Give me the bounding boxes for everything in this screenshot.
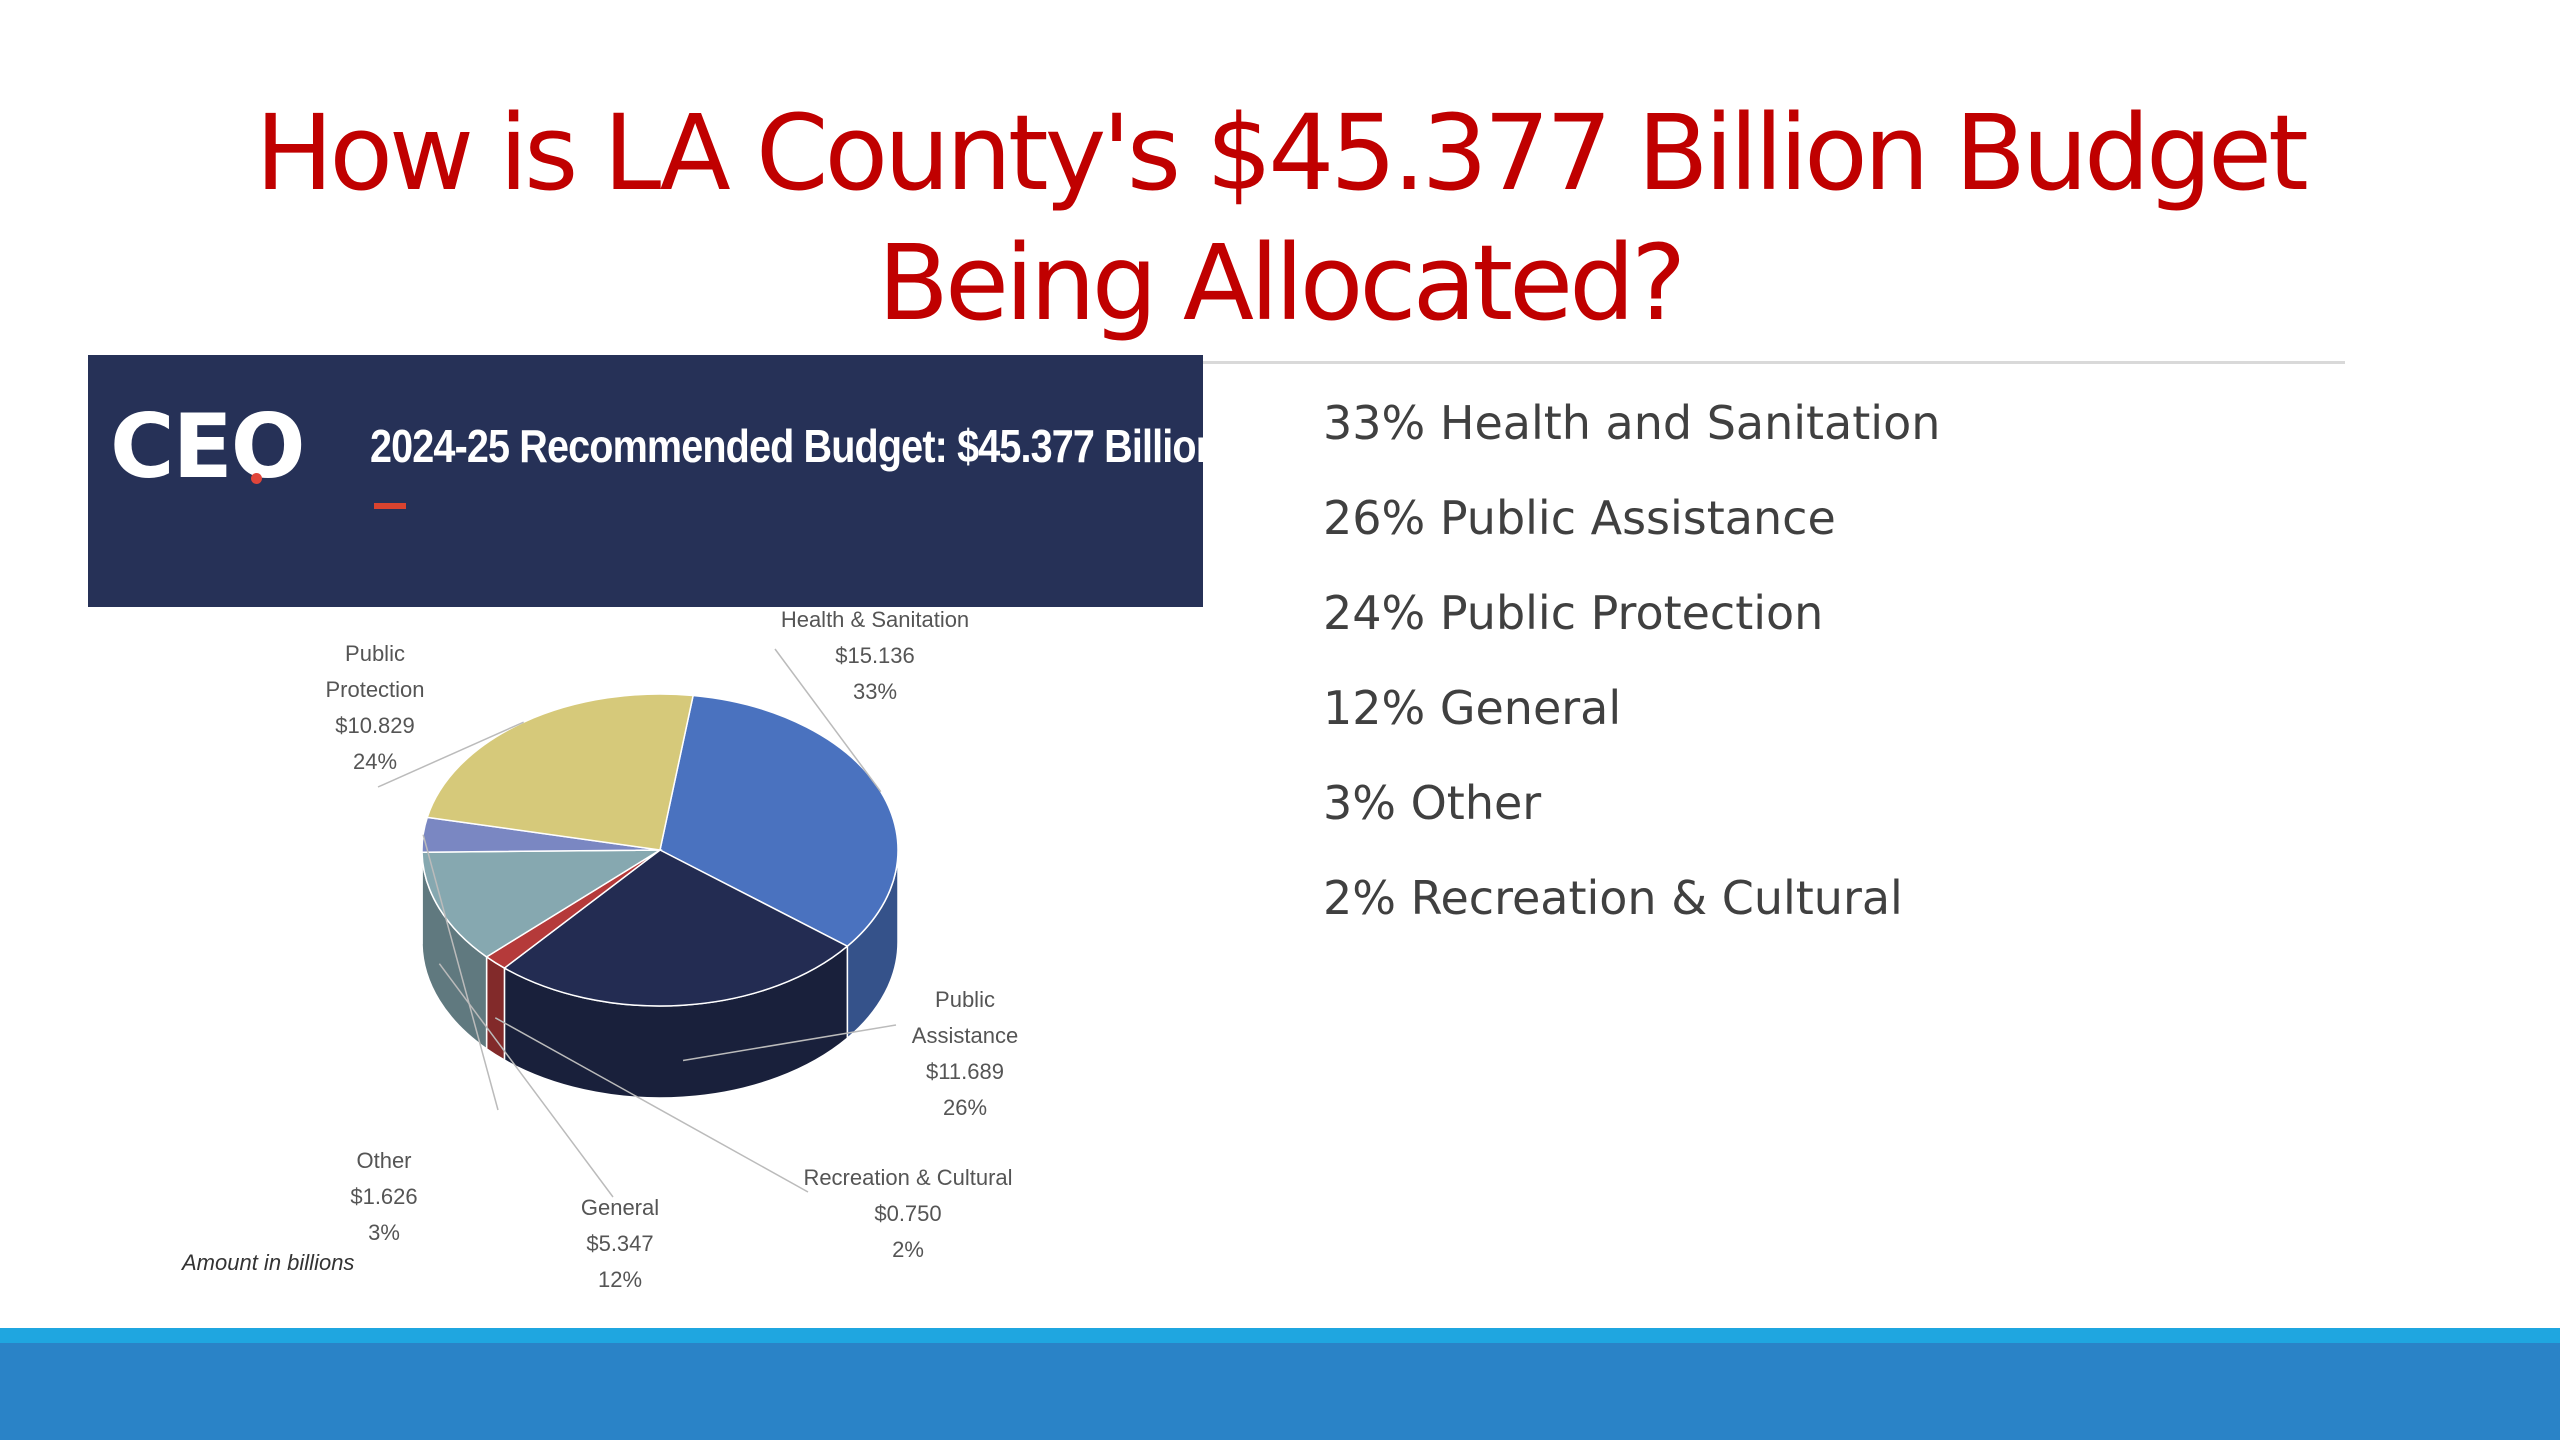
- pie-slice-public-assistance: [503, 849, 849, 1007]
- summary-item: 12% General: [1323, 681, 1622, 735]
- slide-title-line-1: How is LA County's $45.377 Billion Budge…: [255, 92, 2309, 214]
- footer-accent-bar: [0, 1328, 2560, 1343]
- pie-slice-public-protection: [426, 693, 695, 851]
- pie-label-general: General $5.347 12%: [581, 1195, 659, 1292]
- allocation-summary-list: 33% Health and Sanitation 26% Public Ass…: [1323, 392, 1940, 962]
- leader-line-recreation-cultural: [494, 1017, 809, 1193]
- banner-title: 2024-25 Recommended Budget: $45.377 Bill…: [370, 420, 1220, 472]
- ceo-logo: CEO: [110, 395, 306, 498]
- pie-side-recreation-cultural: [485, 955, 506, 1062]
- chart-note: Amount in billions: [180, 1250, 354, 1275]
- leader-line-health-sanitation: [774, 648, 882, 793]
- pie-leaders: [377, 648, 897, 1198]
- summary-item: 33% Health and Sanitation: [1323, 396, 1941, 450]
- title-divider: [1130, 361, 2345, 364]
- summary-item: 2% Recreation & Cultural: [1323, 871, 1903, 925]
- pie-label-health-sanitation: Health & Sanitation $15.136 33%: [781, 607, 969, 704]
- pie-label-public-assistance: Public Assistance $11.689 26%: [912, 987, 1018, 1120]
- slide-title-line-2: Being Allocated?: [877, 222, 1687, 344]
- budget-pie-chart: Health & Sanitation $15.136 33% Public Assis…: [180, 607, 1018, 1292]
- summary-item: 24% Public Protection: [1323, 586, 1824, 640]
- leader-line-public-assistance: [682, 1024, 897, 1062]
- leader-line-other: [422, 834, 499, 1111]
- budget-banner: CEO 2024-25 Recommended Budget: $45.377 …: [88, 355, 1220, 607]
- pie-tops: [421, 693, 899, 1007]
- pie-label-other: Other $1.626 3%: [350, 1148, 417, 1245]
- summary-item: 3% Other: [1323, 776, 1542, 830]
- pie-label-recreation-cultural: Recreation & Cultural $0.750 2%: [803, 1165, 1012, 1262]
- banner-underline: [374, 503, 406, 509]
- footer-bar: [0, 1343, 2560, 1440]
- summary-item: 26% Public Assistance: [1323, 491, 1836, 545]
- pie-labels: Health & Sanitation $15.136 33% Public Assis…: [325, 607, 1018, 1292]
- slide-title: How is LA County's $45.377 Billion Budge…: [0, 88, 2560, 348]
- pie-slice-general: [421, 849, 663, 958]
- leader-line-public-protection: [377, 721, 524, 788]
- pie-label-public-protection: Public Protection $10.829 24%: [325, 641, 424, 774]
- ceo-logo-dot: [251, 473, 262, 484]
